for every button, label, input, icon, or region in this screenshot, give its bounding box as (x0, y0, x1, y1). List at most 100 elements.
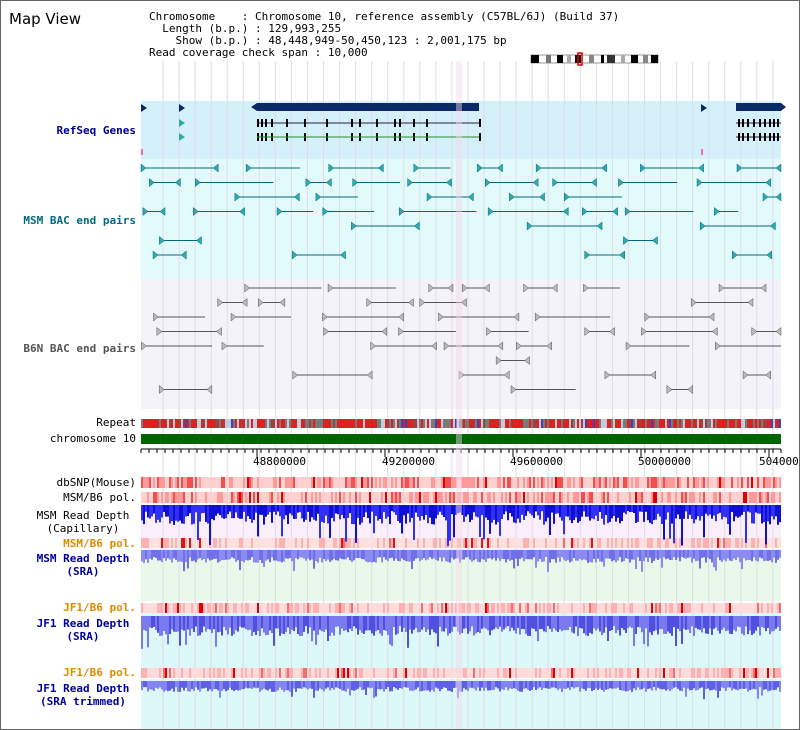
heat-cell[interactable] (493, 603, 495, 613)
depth-bar[interactable] (399, 550, 401, 562)
heat-cell[interactable] (501, 477, 503, 488)
heat-cell[interactable] (681, 477, 683, 488)
heat-cell[interactable] (321, 668, 323, 678)
heat-cell[interactable] (421, 603, 423, 613)
heat-cell[interactable] (545, 603, 547, 613)
depth-bar[interactable] (635, 616, 637, 634)
heat-cell[interactable] (303, 477, 305, 488)
depth-bar[interactable] (767, 681, 769, 692)
depth-bar[interactable] (161, 681, 163, 690)
depth-bar[interactable] (673, 616, 675, 628)
depth-bar[interactable] (397, 616, 399, 634)
heat-cell[interactable] (475, 538, 477, 548)
heat-cell[interactable] (169, 477, 171, 488)
heat-cell[interactable] (299, 477, 301, 488)
depth-bar[interactable] (715, 505, 717, 522)
heat-cell[interactable] (767, 477, 769, 488)
depth-bar[interactable] (251, 550, 253, 558)
depth-bar[interactable] (549, 550, 551, 563)
heat-cell[interactable] (621, 538, 623, 548)
depth-bar[interactable] (563, 616, 565, 631)
depth-bar[interactable] (353, 616, 355, 627)
heat-cell[interactable] (685, 492, 687, 503)
heat-cell[interactable] (469, 477, 471, 488)
depth-bar[interactable] (477, 681, 479, 688)
depth-bar[interactable] (453, 681, 455, 688)
depth-bar[interactable] (667, 616, 669, 632)
heat-cell[interactable] (583, 603, 585, 613)
heat-cell[interactable] (711, 668, 713, 678)
depth-bar[interactable] (589, 681, 591, 689)
heat-cell[interactable] (697, 538, 699, 548)
depth-bar[interactable] (233, 505, 235, 519)
depth-bar[interactable] (753, 505, 755, 524)
heat-cell[interactable] (665, 492, 667, 503)
heat-cell[interactable] (351, 603, 353, 613)
heat-cell[interactable] (443, 603, 445, 613)
depth-bar[interactable] (485, 616, 487, 629)
depth-bar[interactable] (493, 550, 495, 559)
heat-cell[interactable] (387, 603, 389, 613)
heat-cell[interactable] (475, 492, 477, 503)
heat-cell[interactable] (633, 668, 635, 678)
depth-bar[interactable] (315, 550, 317, 561)
heat-cell[interactable] (369, 668, 371, 678)
depth-bar[interactable] (307, 505, 309, 512)
heat-cell[interactable] (549, 538, 551, 548)
heat-cell[interactable] (579, 538, 581, 548)
heat-cell[interactable] (223, 668, 225, 678)
heat-cell[interactable] (169, 668, 171, 678)
heat-cell[interactable] (279, 668, 281, 678)
heat-cell[interactable] (499, 603, 501, 613)
heat-cell[interactable] (617, 668, 619, 678)
heat-cell[interactable] (365, 538, 367, 548)
depth-bar[interactable] (509, 616, 511, 632)
heat-cell[interactable] (377, 538, 379, 548)
depth-bar[interactable] (407, 616, 409, 648)
heat-cell[interactable] (333, 668, 335, 678)
depth-bar[interactable] (523, 550, 525, 562)
heat-cell[interactable] (455, 603, 457, 613)
heat-cell[interactable] (285, 538, 287, 548)
heat-cell[interactable] (763, 603, 765, 613)
heat-cell[interactable] (697, 603, 699, 613)
heat-cell[interactable] (729, 668, 731, 678)
heat-cell[interactable] (171, 668, 173, 678)
heat-cell[interactable] (689, 668, 691, 678)
bac-end-arrow[interactable] (234, 192, 241, 202)
depth-bar[interactable] (281, 681, 283, 690)
heat-cell[interactable] (375, 492, 377, 503)
heat-cell[interactable] (207, 477, 209, 488)
heat-cell[interactable] (663, 668, 665, 678)
depth-bar[interactable] (587, 681, 589, 689)
depth-bar[interactable] (759, 505, 761, 514)
heat-cell[interactable] (187, 538, 189, 548)
depth-bar[interactable] (709, 681, 711, 691)
heat-cell[interactable] (555, 477, 557, 488)
heat-cell[interactable] (725, 492, 727, 503)
depth-bar[interactable] (365, 681, 367, 695)
heat-cell[interactable] (749, 492, 751, 503)
heat-cell[interactable] (155, 492, 157, 503)
heat-cell[interactable] (741, 668, 743, 678)
heat-cell[interactable] (283, 492, 285, 503)
depth-bar[interactable] (705, 505, 707, 514)
heat-cell[interactable] (645, 492, 647, 503)
heat-cell[interactable] (193, 477, 195, 488)
depth-bar[interactable] (157, 681, 159, 689)
depth-bar[interactable] (659, 681, 661, 689)
depth-bar[interactable] (151, 616, 153, 628)
heat-cell[interactable] (491, 668, 493, 678)
depth-bar[interactable] (405, 616, 407, 632)
depth-bar[interactable] (307, 550, 309, 559)
heat-cell[interactable] (329, 538, 331, 548)
depth-bar[interactable] (243, 681, 245, 689)
heat-cell[interactable] (659, 668, 661, 678)
depth-bar[interactable] (679, 505, 681, 520)
heat-cell[interactable] (663, 538, 665, 548)
heat-cell[interactable] (273, 492, 275, 503)
depth-bar[interactable] (417, 616, 419, 633)
heat-cell[interactable] (281, 477, 283, 488)
depth-bar[interactable] (207, 616, 209, 629)
depth-bar[interactable] (305, 505, 307, 520)
